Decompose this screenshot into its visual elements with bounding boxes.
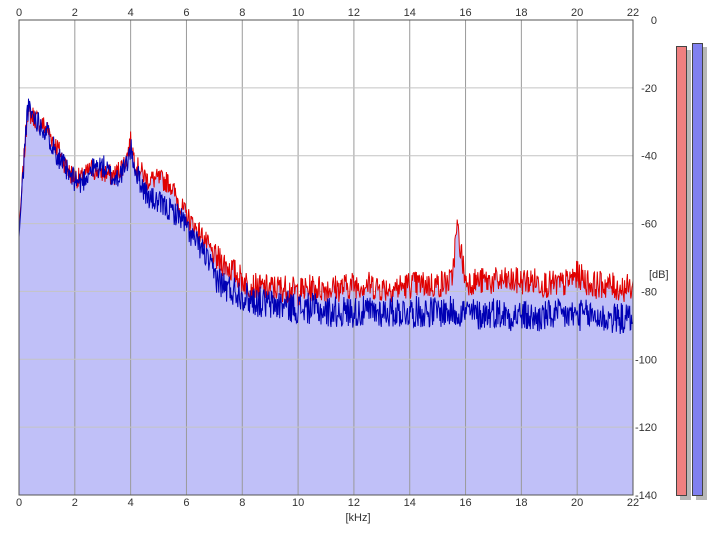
x-tick-top-11: 22 <box>627 7 639 19</box>
x-tick-bottom-11: 22 <box>627 497 639 509</box>
y-tick-6: -120 <box>635 422 657 434</box>
x-tick-bottom-8: 16 <box>459 497 471 509</box>
x-tick-bottom-7: 14 <box>404 497 416 509</box>
blue-level-meter <box>692 43 703 496</box>
x-tick-bottom-2: 4 <box>128 497 134 509</box>
x-tick-bottom-10: 20 <box>571 497 583 509</box>
x-tick-top-8: 16 <box>459 7 471 19</box>
red-channel-line <box>18 103 634 307</box>
x-tick-top-7: 14 <box>404 7 416 19</box>
y-tick-1: -20 <box>641 83 657 95</box>
x-tick-bottom-4: 8 <box>239 497 245 509</box>
x-tick-top-9: 18 <box>515 7 527 19</box>
x-tick-top-2: 4 <box>128 7 134 19</box>
x-axis-unit-label: [kHz] <box>345 512 370 524</box>
spectrum-fill-area <box>19 98 633 495</box>
x-tick-bottom-9: 18 <box>515 497 527 509</box>
y-tick-7: -140 <box>635 490 657 502</box>
plot-border <box>18 19 634 496</box>
x-ticks-top: 0 2 4 6 8 10 12 14 16 18 20 22 <box>16 7 639 19</box>
y-tick-2: -40 <box>641 151 657 163</box>
x-tick-top-6: 12 <box>348 7 360 19</box>
x-tick-bottom-1: 2 <box>72 497 78 509</box>
y-tick-4: -80 <box>641 286 657 298</box>
x-tick-top-0: 0 <box>16 7 22 19</box>
x-tick-top-1: 2 <box>72 7 78 19</box>
x-tick-top-4: 8 <box>239 7 245 19</box>
y-tick-5: -100 <box>635 354 657 366</box>
x-tick-bottom-3: 6 <box>183 497 189 509</box>
x-tick-top-3: 6 <box>183 7 189 19</box>
x-tick-top-10: 20 <box>571 7 583 19</box>
x-tick-bottom-0: 0 <box>16 497 22 509</box>
x-tick-top-5: 10 <box>292 7 304 19</box>
y-axis-unit-label: [dB] <box>649 269 669 281</box>
x-tick-bottom-5: 10 <box>292 497 304 509</box>
y-tick-0: 0 <box>651 15 657 27</box>
y-ticks: 0 -20 -40 -60 -80 -100 -120 -140 <box>635 15 657 502</box>
x-ticks-bottom: 0 2 4 6 8 10 12 14 16 18 20 22 <box>16 497 639 509</box>
y-tick-3: -60 <box>641 219 657 231</box>
x-tick-bottom-6: 12 <box>348 497 360 509</box>
blue-channel-line <box>18 98 634 335</box>
red-level-meter <box>676 46 687 496</box>
